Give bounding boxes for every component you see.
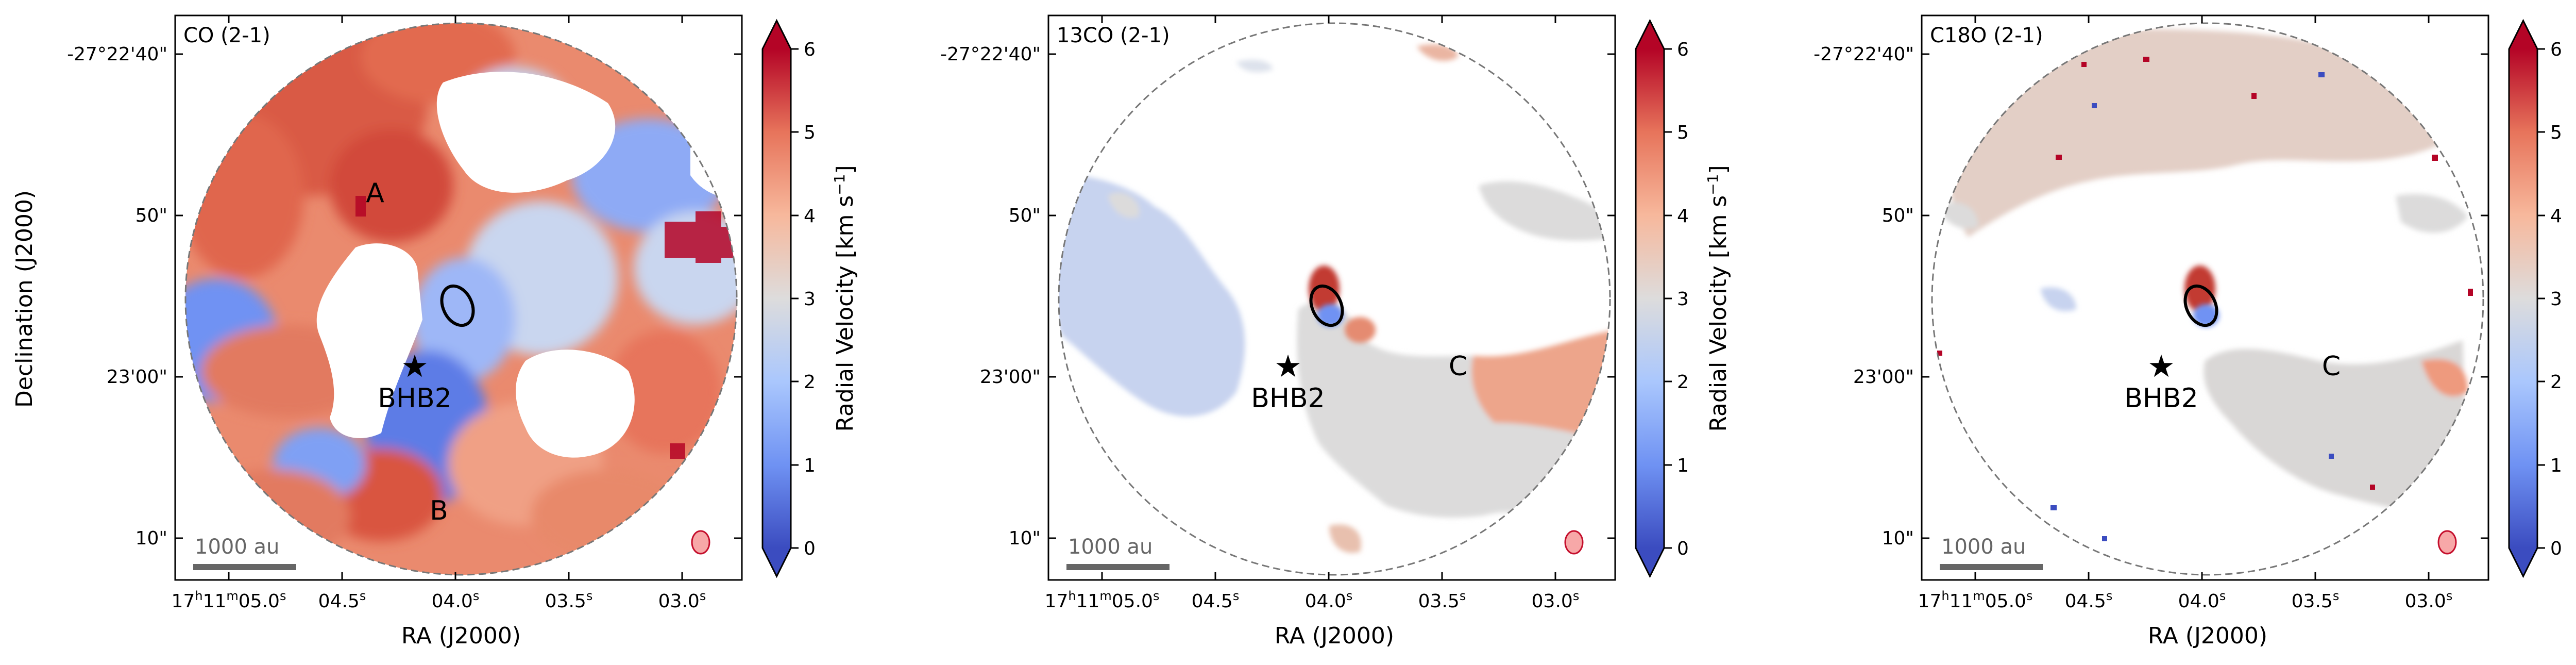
13co-colorbar: 0 1 2 3 4 5 6 Radial Velocity [km s−1] [1635, 19, 1732, 578]
co-cbar-tick: 4 [804, 206, 816, 227]
13co-cbar-tick: 0 [1677, 538, 1689, 559]
c18o-y-tick-label: 23'00" [1853, 367, 1914, 388]
c18o-y-ticks [1922, 53, 2488, 539]
c18o-cbar-tick: 2 [2550, 372, 2562, 393]
co-y-ticks [175, 53, 742, 539]
c18o-cbar-tick: 4 [2550, 206, 2562, 227]
13co-x-tick-label: 04.0s [1305, 589, 1353, 612]
13co-y-ticks [1048, 53, 1615, 539]
co-primary-beam-circle [184, 22, 738, 576]
c18o-colorbar: 0 1 2 3 4 5 6 Radial Velocity [km s−1] [2508, 19, 2576, 578]
13co-plot-frame [1047, 14, 1616, 581]
13co-panel-title: 13CO (2-1) [1057, 24, 1170, 47]
13co-x-axis-label: RA (J2000) [1275, 623, 1394, 649]
co-velocity-map [185, 23, 737, 575]
co-scale-bar-label: 1000 au [195, 535, 279, 559]
co-plot-frame [174, 14, 743, 581]
13co-y-tick-label: 23'00" [980, 367, 1041, 388]
co-y-tick-label: -27°22'40" [67, 44, 167, 65]
co-cbar-tick: 3 [804, 289, 816, 310]
co-panel-title: CO (2-1) [183, 24, 270, 47]
13co-cbar-tick: 4 [1677, 206, 1689, 227]
13co-cbar-tick: 3 [1677, 289, 1689, 310]
13co-label-bhb2: BHB2 [1251, 383, 1325, 414]
13co-cbar-label: Radial Velocity [km s−1] [1704, 165, 1732, 431]
co-continuum-contour [440, 284, 475, 327]
co-x-tick-label: 03.5s [545, 589, 593, 612]
13co-x-tick-label: 03.5s [1418, 589, 1466, 612]
c18o-plot-frame [1921, 14, 2489, 581]
co-x-axis-label: RA (J2000) [401, 623, 521, 649]
13co-cbar-tick: 6 [1677, 39, 1689, 60]
13co-continuum-contour [1309, 284, 1344, 327]
co-colorbar: 0 1 2 3 4 5 6 Radial Velocity [km s−1] [761, 19, 858, 578]
13co-cbar-tick: 1 [1677, 455, 1689, 476]
co-x-tick-label: 04.5s [318, 589, 366, 612]
c18o-y-tick-label: -27°22'40" [1814, 44, 1914, 65]
c18o-cbar-tick: 0 [2550, 538, 2562, 559]
13co-x-ticks [1101, 15, 1556, 580]
co-cbar-tick: 2 [804, 372, 816, 393]
13co-cbar-tick: 2 [1677, 372, 1689, 393]
co-cbar-tick: 0 [804, 538, 816, 559]
co-cbar-label: Radial Velocity [km s−1] [831, 165, 858, 431]
bhb2-star-marker: ★ [1274, 348, 1302, 385]
shared-y-label: Declination (J2000) [11, 190, 38, 408]
13co-y-tick-label: 50" [1009, 205, 1041, 226]
panel-c18o: C18O (2-1) -27°22'40" 50" 23'00" 10" 17h… [1814, 14, 2576, 649]
c18o-x-tick-label: 04.0s [2178, 589, 2226, 612]
13co-y-tick-label: -27°22'40" [940, 44, 1041, 65]
13co-cbar-tick: 5 [1677, 122, 1689, 143]
c18o-cbar-tick: 6 [2550, 39, 2562, 60]
c18o-cbar-label: Radial Velocity [km s−1] [2575, 165, 2576, 431]
co-x-tick-label: 04.0s [432, 589, 480, 612]
co-label-a: A [366, 178, 384, 209]
c18o-x-tick-label: 17h11m05.0s [1918, 589, 2033, 612]
c18o-continuum-contour [2183, 284, 2218, 327]
c18o-x-ticks [1974, 15, 2430, 580]
co-cbar-tick: 1 [804, 455, 816, 476]
13co-x-tick-label: 04.5s [1192, 589, 1240, 612]
bhb2-star-marker: ★ [401, 348, 429, 385]
co-label-bhb2: BHB2 [378, 383, 452, 414]
bhb2-star-marker: ★ [2147, 348, 2175, 385]
13co-velocity-map [1059, 44, 1610, 575]
co-x-tick-label: 03.0s [658, 589, 706, 612]
c18o-scale-bar-label: 1000 au [1941, 535, 2026, 559]
c18o-panel-title: C18O (2-1) [1930, 24, 2043, 47]
c18o-cbar-tick: 1 [2550, 455, 2562, 476]
13co-beam-ellipse [1564, 530, 1584, 555]
c18o-x-tick-label: 03.0s [2405, 589, 2453, 612]
c18o-y-tick-label: 50" [1882, 205, 1914, 226]
13co-label-c: C [1449, 351, 1467, 382]
co-beam-ellipse [691, 530, 710, 555]
c18o-primary-beam-circle [1931, 22, 2484, 576]
panel-co: CO (2-1) -27°22'40" 50" 23'00" 10" 17h11… [67, 14, 858, 649]
c18o-x-tick-label: 03.5s [2292, 589, 2340, 612]
c18o-label-c: C [2322, 351, 2341, 382]
13co-x-tick-label: 03.0s [1532, 589, 1580, 612]
co-y-tick-label: 10" [135, 528, 167, 549]
13co-x-tick-label: 17h11m05.0s [1045, 589, 1160, 612]
c18o-velocity-map [1937, 29, 2473, 541]
co-x-ticks [228, 15, 683, 580]
c18o-x-axis-label: RA (J2000) [2148, 623, 2267, 649]
c18o-cbar-tick: 5 [2550, 122, 2562, 143]
c18o-beam-ellipse [2437, 530, 2457, 555]
13co-y-tick-label: 10" [1009, 528, 1041, 549]
co-cbar-tick: 6 [804, 39, 816, 60]
co-cbar-tick: 5 [804, 122, 816, 143]
c18o-y-tick-label: 10" [1882, 528, 1914, 549]
13co-primary-beam-circle [1058, 22, 1611, 576]
panel-13co: 13CO (2-1) -27°22'40" 50" 23'00" 10" 17h… [940, 14, 1732, 649]
co-y-tick-label: 23'00" [107, 367, 167, 388]
c18o-cbar-tick: 3 [2550, 289, 2562, 310]
co-x-tick-label: 17h11m05.0s [172, 589, 286, 612]
c18o-label-bhb2: BHB2 [2124, 383, 2198, 414]
c18o-x-tick-label: 04.5s [2065, 589, 2113, 612]
co-y-tick-label: 50" [135, 205, 167, 226]
co-label-b: B [430, 495, 448, 526]
13co-scale-bar-label: 1000 au [1068, 535, 1153, 559]
